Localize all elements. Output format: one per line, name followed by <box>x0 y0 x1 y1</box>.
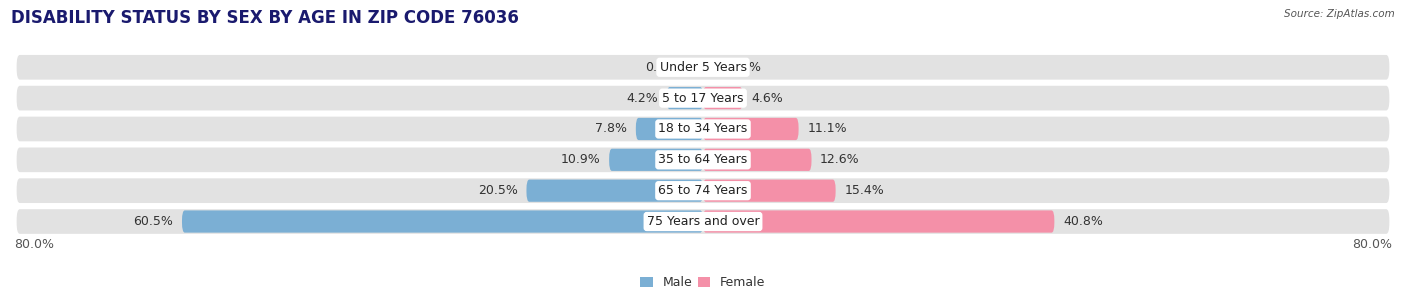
Legend: Male, Female: Male, Female <box>641 276 765 289</box>
Text: 12.6%: 12.6% <box>820 153 859 166</box>
Text: Under 5 Years: Under 5 Years <box>659 61 747 74</box>
FancyBboxPatch shape <box>703 210 1054 233</box>
Text: 75 Years and over: 75 Years and over <box>647 215 759 228</box>
FancyBboxPatch shape <box>636 118 703 140</box>
Text: 60.5%: 60.5% <box>134 215 173 228</box>
FancyBboxPatch shape <box>526 180 703 202</box>
FancyBboxPatch shape <box>17 209 1389 234</box>
Text: 5 to 17 Years: 5 to 17 Years <box>662 92 744 105</box>
Text: 10.9%: 10.9% <box>561 153 600 166</box>
FancyBboxPatch shape <box>17 55 1389 80</box>
Text: 0.0%: 0.0% <box>645 61 678 74</box>
FancyBboxPatch shape <box>17 117 1389 141</box>
Text: 80.0%: 80.0% <box>14 238 53 251</box>
Text: Source: ZipAtlas.com: Source: ZipAtlas.com <box>1284 9 1395 19</box>
Text: 65 to 74 Years: 65 to 74 Years <box>658 184 748 197</box>
Text: 35 to 64 Years: 35 to 64 Years <box>658 153 748 166</box>
Text: 7.8%: 7.8% <box>595 123 627 136</box>
Text: 80.0%: 80.0% <box>1353 238 1392 251</box>
FancyBboxPatch shape <box>703 180 835 202</box>
Text: 4.6%: 4.6% <box>751 92 783 105</box>
Text: 20.5%: 20.5% <box>478 184 517 197</box>
FancyBboxPatch shape <box>609 149 703 171</box>
Text: 4.2%: 4.2% <box>627 92 658 105</box>
FancyBboxPatch shape <box>17 147 1389 172</box>
FancyBboxPatch shape <box>181 210 703 233</box>
Text: 11.1%: 11.1% <box>807 123 846 136</box>
Text: 18 to 34 Years: 18 to 34 Years <box>658 123 748 136</box>
FancyBboxPatch shape <box>703 149 811 171</box>
FancyBboxPatch shape <box>666 87 703 109</box>
Text: 0.0%: 0.0% <box>728 61 761 74</box>
Text: 15.4%: 15.4% <box>844 184 884 197</box>
FancyBboxPatch shape <box>17 86 1389 110</box>
Text: 40.8%: 40.8% <box>1063 215 1102 228</box>
FancyBboxPatch shape <box>703 87 742 109</box>
FancyBboxPatch shape <box>703 118 799 140</box>
Text: DISABILITY STATUS BY SEX BY AGE IN ZIP CODE 76036: DISABILITY STATUS BY SEX BY AGE IN ZIP C… <box>11 9 519 27</box>
FancyBboxPatch shape <box>17 178 1389 203</box>
